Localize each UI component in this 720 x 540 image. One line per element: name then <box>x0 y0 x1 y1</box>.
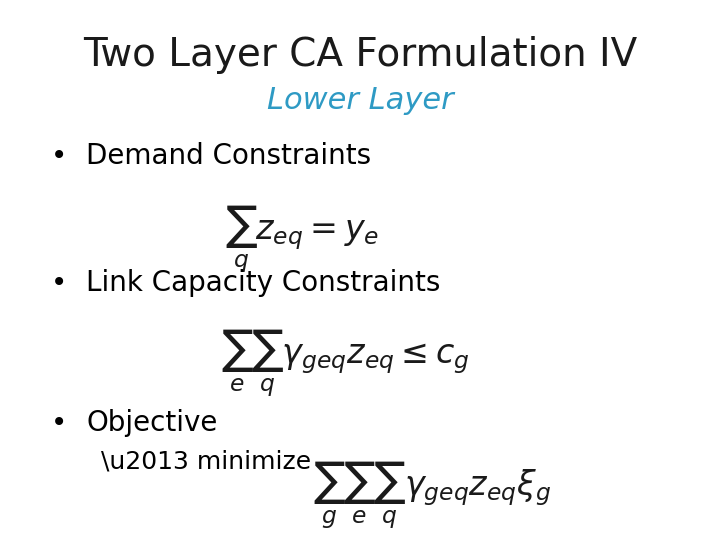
Text: •: • <box>50 269 67 297</box>
Text: •: • <box>50 142 67 170</box>
Text: $\sum_{q} z_{eq} = y_e$: $\sum_{q} z_{eq} = y_e$ <box>225 203 379 275</box>
Text: $\sum_{g}\sum_{e}\sum_{q} \gamma_{geq} z_{eq} \xi_g$: $\sum_{g}\sum_{e}\sum_{q} \gamma_{geq} z… <box>313 460 551 531</box>
Text: Demand Constraints: Demand Constraints <box>86 142 372 170</box>
Text: Link Capacity Constraints: Link Capacity Constraints <box>86 269 441 297</box>
Text: Lower Layer: Lower Layer <box>266 86 454 116</box>
Text: Two Layer CA Formulation IV: Two Layer CA Formulation IV <box>83 36 637 73</box>
Text: \u2013 minimize: \u2013 minimize <box>101 449 311 474</box>
Text: •: • <box>50 409 67 437</box>
Text: $\sum_{e}\sum_{q} \gamma_{geq} z_{eq} \leq c_g$: $\sum_{e}\sum_{q} \gamma_{geq} z_{eq} \l… <box>221 328 470 399</box>
Text: Objective: Objective <box>86 409 217 437</box>
